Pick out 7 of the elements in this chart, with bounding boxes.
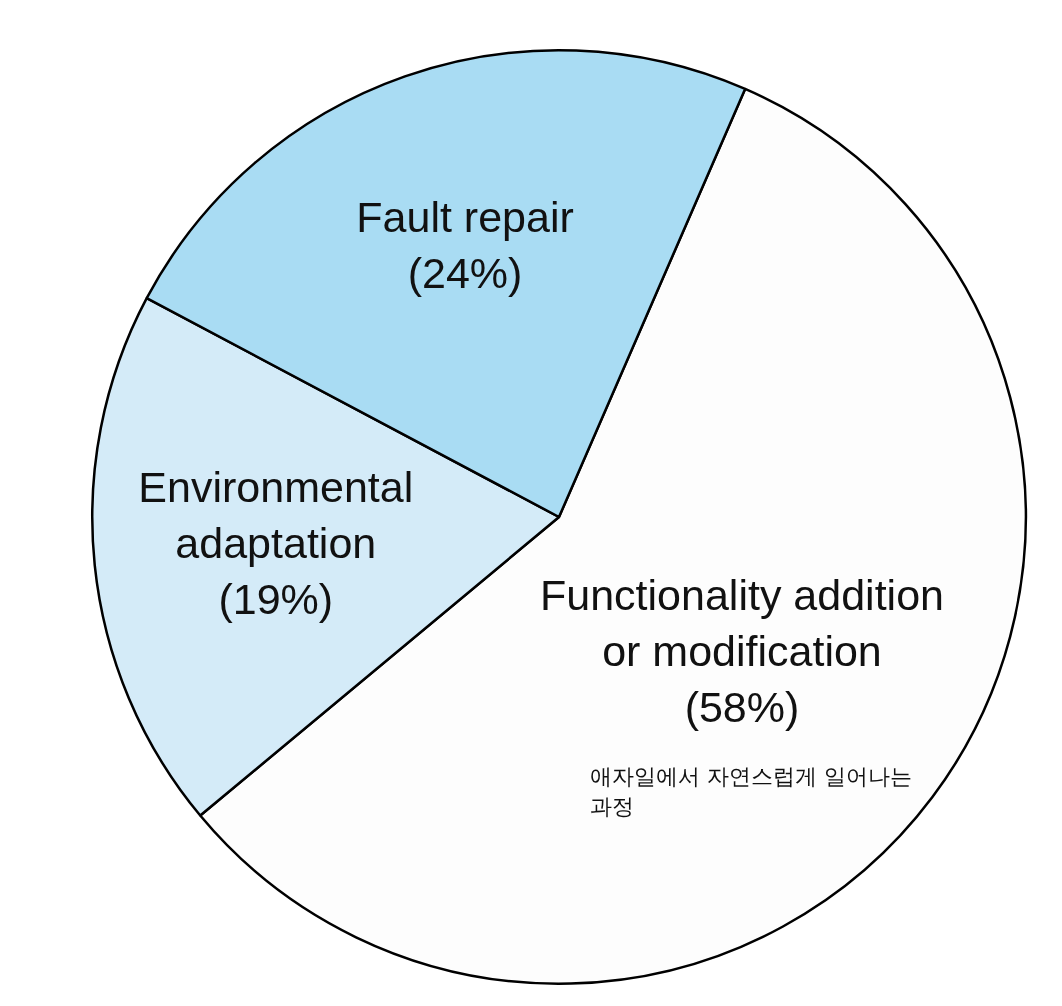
slice-label: Functionality addition or modification [539, 571, 944, 676]
text: 애자일에서 자연스럽게 일어나는 과정 [590, 763, 913, 821]
data-label: (19%) [218, 575, 334, 624]
slice-label: Fault repair [356, 193, 574, 242]
data-label: (24%) [407, 249, 523, 298]
data-label: (58%) [684, 683, 800, 732]
slice-label: Environmental adaptation [138, 463, 414, 568]
